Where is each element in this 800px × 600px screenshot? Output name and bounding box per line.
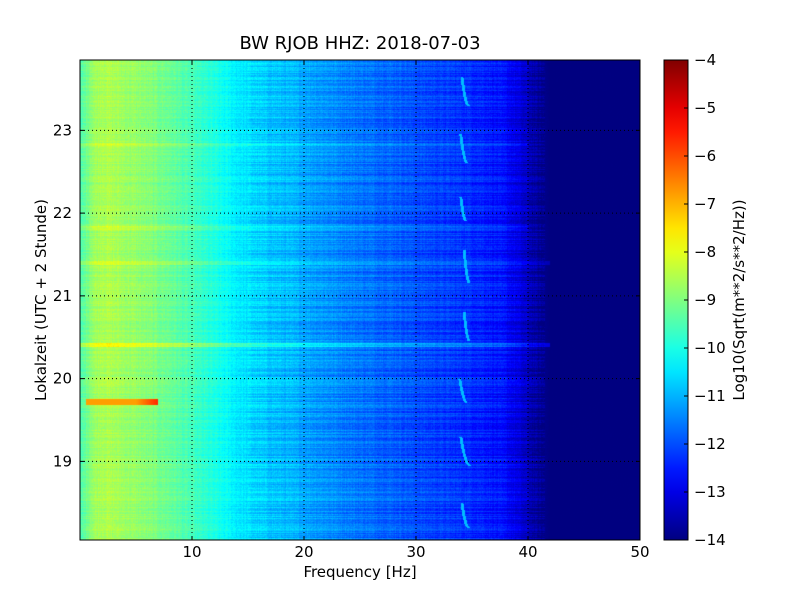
plot-area: 10 20 30 40 50 19 20 21 22 23 <box>53 59 650 561</box>
x-tick-label: 20 <box>294 543 313 561</box>
colorbar-label: Log10(Sqrt(m**2/s**2/Hz)) <box>730 199 748 400</box>
y-tick-label: 19 <box>53 452 72 470</box>
colorbar-tick-label: −8 <box>694 243 716 261</box>
x-tick-label: 30 <box>406 543 425 561</box>
x-axis-label: Frequency [Hz] <box>303 563 416 581</box>
colorbar-tick-label: −12 <box>694 435 726 453</box>
colorbar: −4 −5 −6 −7 −8 −9 −10 −11 −12 −13 −14 Log10(Sqrt(m… <box>663 51 748 549</box>
spectrogram-image-frame <box>80 60 640 540</box>
colorbar-tick-label: −14 <box>694 531 726 549</box>
colorbar-tick-label: −7 <box>694 195 716 213</box>
colorbar-tick-label: −13 <box>694 483 726 501</box>
colorbar-tick-label: −9 <box>694 291 716 309</box>
x-tick-label: 40 <box>518 543 537 561</box>
grid-lines <box>80 60 640 540</box>
colorbar-tick-label: −5 <box>694 99 716 117</box>
colorbar-ticks: −4 −5 −6 −7 −8 −9 −10 −11 −12 −13 −14 <box>684 51 726 549</box>
colorbar-tick-label: −11 <box>694 387 726 405</box>
x-tick-label: 50 <box>630 543 649 561</box>
colorbar-tick-label: −4 <box>694 51 716 69</box>
y-axis-label: Lokalzeit (UTC + 2 Stunde) <box>32 199 50 401</box>
colorbar-tick-label: −10 <box>694 339 726 357</box>
y-tick-label: 22 <box>53 204 72 222</box>
plot-frame <box>79 59 641 541</box>
y-tick-label: 21 <box>53 287 72 305</box>
chart-title: BW RJOB HHZ: 2018-07-03 <box>239 33 480 54</box>
spectrogram-heatmap <box>80 60 640 540</box>
y-axis-ticks: 19 20 21 22 23 <box>53 121 640 470</box>
x-axis-ticks: 10 20 30 40 50 <box>182 60 650 561</box>
colorbar-tick-label: −6 <box>694 147 716 165</box>
y-tick-label: 20 <box>53 370 72 388</box>
y-tick-label: 23 <box>53 121 72 139</box>
x-tick-label: 10 <box>182 543 201 561</box>
